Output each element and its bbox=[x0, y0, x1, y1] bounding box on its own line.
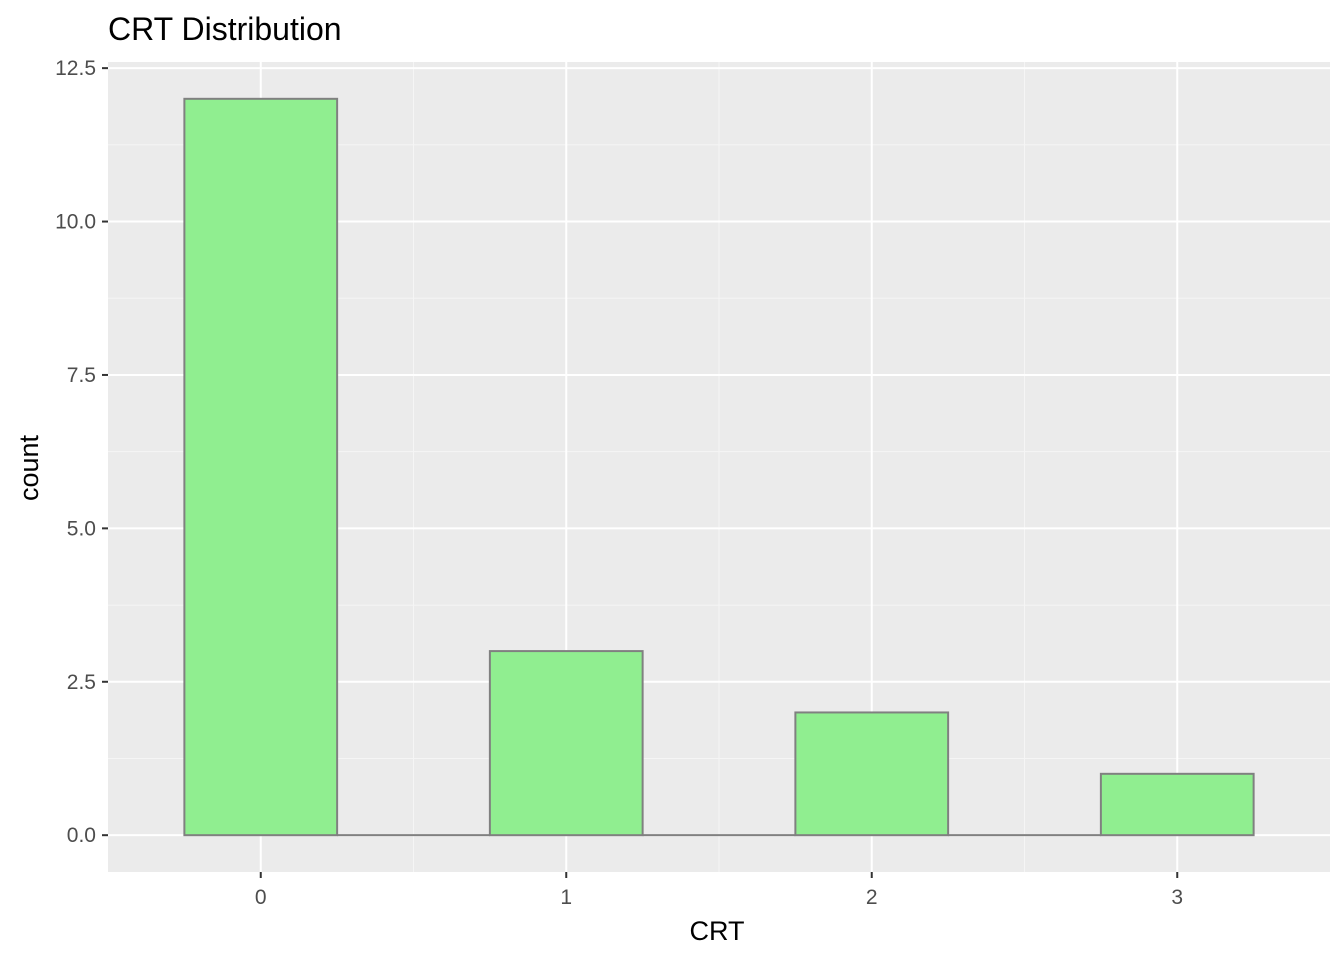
x-tick-label: 1 bbox=[560, 886, 572, 909]
bar-0 bbox=[183, 97, 339, 837]
bar-3 bbox=[1099, 772, 1255, 837]
bar-2 bbox=[794, 711, 950, 837]
x-axis: 0 1 2 3 bbox=[255, 872, 1183, 909]
bars bbox=[183, 97, 1255, 837]
x-tick-label: 3 bbox=[1171, 886, 1183, 909]
y-tick-label: 5.0 bbox=[67, 517, 96, 540]
chart-title: CRT Distribution bbox=[108, 11, 342, 47]
y-tick-label: 7.5 bbox=[67, 364, 96, 387]
y-axis-title: count bbox=[14, 434, 44, 501]
x-tick-label: 2 bbox=[866, 886, 878, 909]
x-axis-title: CRT bbox=[689, 916, 744, 946]
y-tick-label: 12.5 bbox=[55, 57, 96, 80]
y-axis: 0.0 2.5 5.0 7.5 10.0 12.5 bbox=[55, 57, 108, 847]
y-tick-label: 2.5 bbox=[67, 671, 96, 694]
bar-1 bbox=[488, 650, 644, 837]
y-tick-label: 0.0 bbox=[67, 824, 96, 847]
x-tick-label: 0 bbox=[255, 886, 267, 909]
y-tick-label: 10.0 bbox=[55, 211, 96, 234]
